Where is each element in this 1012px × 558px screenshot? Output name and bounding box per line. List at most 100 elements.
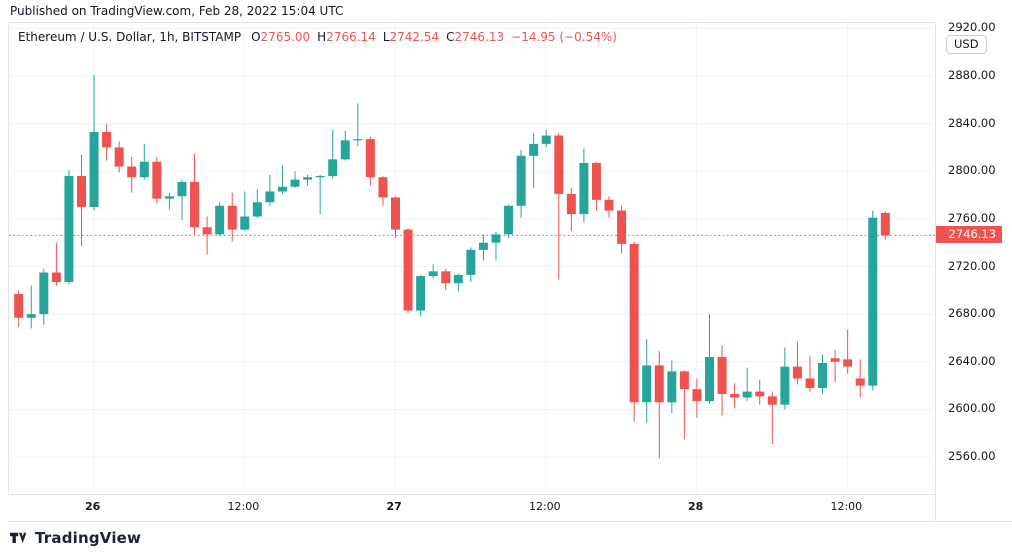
candle — [365, 136, 375, 186]
time-tick-label: 28 — [687, 500, 704, 513]
candle — [453, 273, 463, 292]
candle — [868, 210, 878, 391]
time-axis-border — [8, 521, 1012, 522]
price-tick-label: 2720.00 — [948, 258, 996, 273]
time-tick-label: 12:00 — [830, 500, 863, 513]
ohlc-open: O2765.00 — [251, 30, 311, 44]
candle — [679, 370, 689, 440]
candle — [805, 355, 815, 392]
candle — [102, 123, 112, 161]
price-tick-label: 2560.00 — [948, 449, 996, 464]
candle — [177, 179, 187, 221]
candle — [77, 154, 86, 247]
time-tick-label: 12:00 — [227, 500, 260, 513]
candle — [755, 379, 765, 405]
candle — [139, 143, 149, 180]
candle — [843, 329, 853, 374]
candle — [277, 165, 287, 194]
candle — [629, 241, 639, 422]
candle — [240, 191, 250, 231]
candle — [617, 205, 627, 254]
candle — [742, 367, 752, 402]
candle — [340, 130, 350, 161]
candle — [491, 232, 501, 261]
candle — [642, 339, 652, 423]
price-tick-label: 2680.00 — [948, 306, 996, 321]
tradingview-logo[interactable]: TradingView — [10, 529, 141, 547]
candle — [880, 211, 890, 240]
candle — [667, 360, 677, 414]
candle — [792, 341, 802, 385]
candle — [403, 228, 413, 313]
symbol-title: Ethereum / U.S. Dollar, 1h, BITSTAMP — [18, 30, 242, 44]
candle — [202, 216, 212, 255]
price-axis-separator — [935, 22, 936, 521]
candle — [541, 129, 551, 148]
candle — [39, 268, 49, 325]
candle — [215, 202, 225, 236]
candle — [152, 156, 162, 204]
candle — [64, 170, 74, 285]
time-tick-label: 26 — [85, 500, 101, 513]
ohlc-high: H2766.14 — [317, 30, 376, 44]
tradingview-logo-text: TradingView — [35, 529, 142, 547]
candle — [190, 153, 200, 235]
candle — [717, 345, 727, 416]
candle — [478, 234, 488, 261]
price-tick-label: 2640.00 — [948, 353, 996, 368]
price-tick-label: 2800.00 — [948, 163, 996, 178]
price-tick-label: 2920.00 — [948, 20, 996, 35]
ohlc-low: L2742.54 — [382, 30, 440, 44]
candle — [416, 274, 426, 317]
candle — [705, 314, 714, 404]
candle — [692, 378, 702, 418]
candle — [391, 196, 400, 238]
candle — [830, 349, 840, 383]
candle — [303, 174, 313, 186]
candle — [315, 174, 325, 215]
candlestick-chart[interactable] — [9, 23, 936, 494]
candle — [14, 290, 24, 328]
time-tick-label: 27 — [386, 500, 402, 513]
candle — [654, 351, 664, 459]
candle — [579, 148, 589, 223]
candle — [164, 192, 174, 210]
price-tick-label: 2880.00 — [948, 67, 996, 82]
price-tick-label: 2840.00 — [948, 115, 996, 130]
published-caption: Published on TradingView.com, Feb 28, 20… — [10, 4, 344, 18]
candle — [591, 161, 601, 211]
candle — [265, 174, 275, 206]
ohlc-close: C2746.13 — [446, 30, 505, 44]
tradingview-logo-icon — [10, 532, 27, 543]
price-tick-label: 2600.00 — [948, 401, 996, 416]
candle — [767, 391, 777, 444]
price-change: −14.95 (−0.54%) — [511, 30, 617, 44]
time-tick-label: 12:00 — [528, 500, 561, 513]
chart-legend: Ethereum / U.S. Dollar, 1h, BITSTAMP O276… — [18, 30, 617, 44]
candle — [441, 268, 451, 291]
candle — [554, 133, 564, 280]
candle — [466, 247, 476, 283]
candle — [529, 133, 539, 188]
chart-pane[interactable] — [8, 22, 936, 495]
candle — [516, 149, 526, 218]
last-price-label: 2746.13 — [935, 225, 1002, 243]
candle — [252, 189, 262, 218]
candle — [818, 354, 828, 394]
candle — [290, 171, 300, 188]
candle — [604, 196, 614, 218]
candle — [378, 176, 388, 206]
candle — [328, 129, 338, 179]
candle — [353, 103, 363, 147]
candle — [780, 347, 790, 410]
candle — [428, 264, 438, 279]
candle — [127, 156, 137, 193]
currency-unit-badge: USD — [946, 35, 987, 54]
price-tick-label: 2760.00 — [948, 210, 996, 225]
candle — [114, 141, 124, 173]
candle — [89, 74, 99, 211]
candle — [566, 187, 576, 231]
candle — [730, 383, 740, 409]
candle — [504, 204, 514, 238]
